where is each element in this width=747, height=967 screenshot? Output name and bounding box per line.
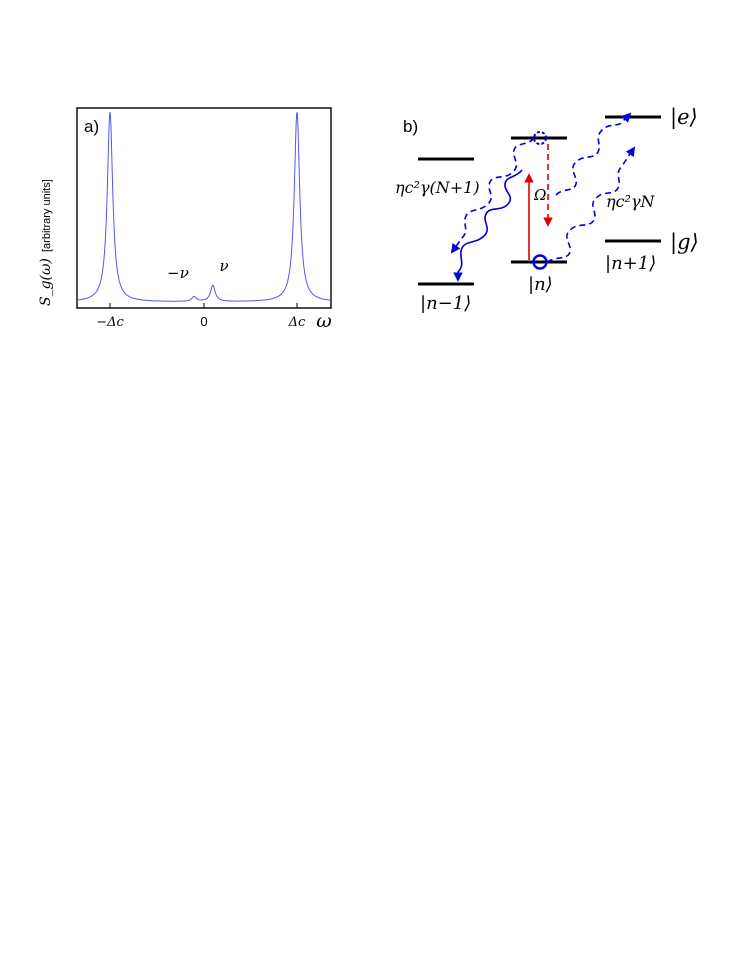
wavy-arrow-dashed-left	[450, 137, 535, 254]
wavy-arrow-solid	[453, 169, 523, 282]
state-label-g: |g⟩	[670, 230, 699, 255]
spectrum-line	[76, 111, 332, 302]
plot-frame	[76, 107, 332, 309]
panel-b-label: b)	[403, 117, 418, 136]
drive-label: Ω	[533, 186, 546, 204]
state-label-n-minus-1: |n−1⟩	[420, 293, 471, 314]
wavy-arrow-dashed-right-upper	[555, 112, 632, 196]
population-circle-upper	[533, 131, 547, 145]
panel-b: b) ηc²γ(N+1) ηc²γN Ω |e⟩ |g⟩ |n⟩ |n−1⟩ |…	[395, 105, 699, 314]
annotation-minus-nu: −ν	[167, 264, 189, 282]
tick-label-pos-delta: Δc	[288, 315, 306, 330]
panel-a: a) S_g(ω) [arbitrary units] −Δc 0 Δc ω −…	[38, 107, 332, 332]
state-label-n-plus-1: |n+1⟩	[605, 253, 656, 274]
panel-a-label: a)	[84, 117, 99, 136]
population-circle-lower	[532, 254, 548, 270]
annotation-nu: ν	[219, 257, 228, 275]
y-axis-label: S_g(ω) [arbitrary units]	[38, 179, 54, 306]
wavy-arrow-dashed-right-lower	[546, 146, 636, 263]
y-axis-symbol: S_g(ω)	[38, 258, 54, 306]
tick-label-neg-delta: −Δc	[96, 315, 124, 330]
rate-label-right: ηc²γN	[606, 192, 656, 211]
x-axis-label: ω	[316, 310, 332, 332]
state-label-n: |n⟩	[528, 274, 553, 295]
y-axis-units: [arbitrary units]	[41, 179, 53, 252]
state-label-e: |e⟩	[670, 105, 698, 130]
rate-label-left: ηc²γ(N+1)	[395, 178, 480, 197]
tick-label-zero: 0	[200, 314, 207, 329]
